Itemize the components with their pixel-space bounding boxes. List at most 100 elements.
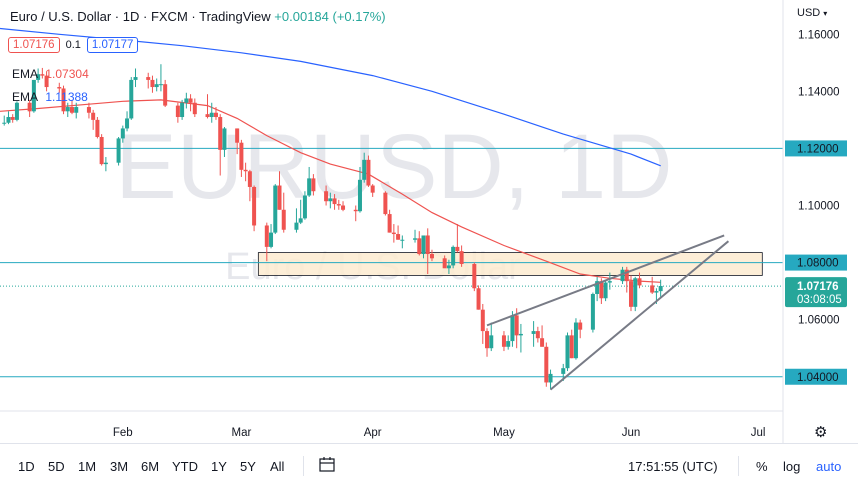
candle-body [370, 185, 375, 193]
chevron-down-icon: ▾ [823, 9, 828, 18]
utc-clock[interactable]: 17:51:55 (UTC) [628, 459, 718, 474]
indicator-value: 1.11388 [45, 90, 88, 104]
candle [125, 111, 130, 132]
chart-legend-title[interactable]: Euro / U.S. Dollar · 1D · FXCM · Trading… [10, 9, 386, 24]
candle-body [569, 335, 574, 359]
candle [209, 102, 214, 123]
candlestick-chart[interactable]: EURUSD, 1D Euro / U.S. Dollar 1.160001.1… [0, 0, 858, 443]
candle-body [459, 251, 464, 265]
candle-body [332, 198, 337, 205]
indicator-ema-slow[interactable]: EMA 1.11388 [12, 90, 88, 104]
candle-body [658, 285, 663, 292]
time-scale[interactable]: Feb Mar Apr May Jun Jul [113, 427, 766, 439]
timeframe-5y[interactable]: 5Y [240, 459, 256, 474]
candle-body [74, 107, 79, 113]
currency-selector[interactable]: USD ▾ [797, 7, 827, 19]
candle [31, 79, 36, 113]
candle-body [103, 162, 108, 165]
price-tag-label: 1.04000 [797, 372, 839, 384]
time-scale-label: Mar [231, 427, 251, 439]
candle-body [209, 112, 214, 118]
candle-body [57, 87, 62, 89]
candle [86, 102, 91, 119]
candle [205, 94, 210, 119]
timeframe-1d[interactable]: 1D [18, 459, 35, 474]
candle [451, 245, 456, 269]
candle-body [239, 142, 244, 170]
log-toggle[interactable]: log [783, 459, 801, 474]
candle-body [417, 238, 422, 255]
resistance-zone [257, 252, 763, 276]
candle [252, 185, 257, 232]
candle-body [603, 282, 608, 299]
gear-icon[interactable]: ⚙ [814, 424, 828, 441]
time-scale-label: May [493, 427, 515, 439]
candle [357, 166, 362, 213]
candle-body [150, 79, 155, 88]
candle [518, 323, 523, 353]
candle [476, 285, 481, 310]
candle-body [273, 185, 278, 233]
timeframe-1m[interactable]: 1M [78, 459, 97, 474]
candle-body [116, 138, 121, 163]
buy-button[interactable]: 1.07177 [86, 37, 139, 53]
candle [590, 292, 595, 333]
auto-toggle[interactable]: auto [816, 459, 842, 474]
candle [400, 235, 405, 249]
candle-body [391, 232, 396, 235]
candle [281, 192, 286, 233]
timeframe-1y[interactable]: 1Y [211, 459, 227, 474]
ema-fast-line [0, 99, 661, 283]
candle [383, 191, 388, 216]
percent-toggle[interactable]: % [756, 459, 768, 474]
candle-body [120, 128, 125, 139]
bar-countdown: 03:08:05 [797, 294, 842, 306]
candle-body [69, 107, 74, 113]
candle [540, 325, 545, 347]
candle [69, 99, 74, 115]
candle-body [10, 117, 15, 120]
candle-body [95, 119, 100, 137]
candle [188, 94, 193, 112]
candle-body [510, 315, 515, 342]
candle-body [442, 258, 447, 269]
candle-body [544, 346, 549, 383]
candle-body [307, 178, 312, 196]
timeframe-ytd[interactable]: YTD [172, 459, 198, 474]
candle [243, 162, 248, 182]
date-range-icon[interactable] [318, 456, 336, 479]
candle [413, 229, 418, 243]
sell-button[interactable]: 1.07176 [8, 37, 60, 53]
candle-body [506, 341, 511, 347]
time-scale-label: Feb [113, 427, 133, 439]
divider [738, 456, 739, 476]
timeframe-5d[interactable]: 5D [48, 459, 65, 474]
candle-body [188, 98, 193, 103]
bottom-toolbar: 1D 5D 1M 3M 6M YTD 1Y 5Y All 17:51:55 (U… [0, 443, 858, 490]
candle [61, 85, 66, 115]
line-price-tag: 1.12000 [785, 140, 847, 157]
price-scale[interactable]: 1.16000 1.14000 1.12000 1.10000 1.08000 1.060… [798, 29, 840, 384]
timeframe-all[interactable]: All [270, 459, 285, 474]
candle [239, 139, 244, 177]
indicator-value: 1.07304 [45, 67, 89, 81]
candle-body [595, 281, 600, 294]
candle [74, 102, 79, 119]
candle-body [294, 222, 299, 230]
candle [146, 72, 151, 89]
timeframe-6m[interactable]: 6M [141, 459, 160, 474]
candle-body [540, 338, 545, 347]
candle-body [302, 195, 307, 219]
timeframe-3m[interactable]: 3M [110, 459, 129, 474]
candle-body [633, 278, 638, 307]
candle-body [446, 265, 451, 269]
candle [429, 249, 434, 262]
candle-body [44, 75, 49, 88]
candle-body [451, 246, 456, 266]
candle-body [413, 238, 418, 240]
indicator-ema-fast[interactable]: EMA 1.07304 [12, 67, 89, 81]
candle [36, 68, 41, 83]
candle [44, 71, 49, 92]
